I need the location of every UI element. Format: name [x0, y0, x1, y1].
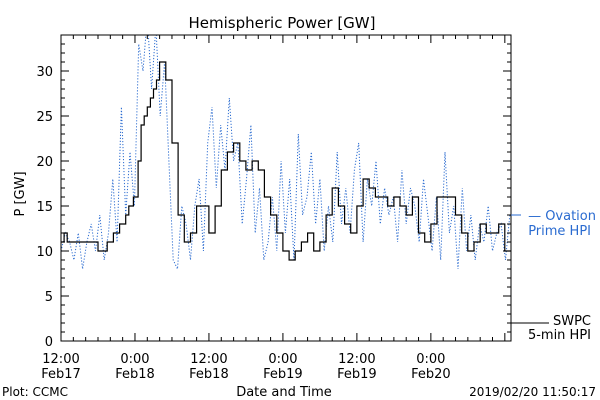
- footer-timestamp: 2019/02/20 11:50:17: [469, 385, 596, 399]
- y-tick-label: 30: [36, 65, 53, 80]
- x-tick-label-date: Feb19: [337, 367, 377, 382]
- swpc-legend-label: 5-min HPI: [528, 328, 591, 343]
- plot-frame: [60, 34, 512, 342]
- y-tick-label: 0: [45, 335, 53, 350]
- x-tick-label-time: 12:00: [42, 352, 79, 367]
- y-axis-label: P [GW]: [13, 171, 28, 216]
- x-tick-label-time: 12:00: [190, 352, 227, 367]
- x-tick-label-date: Feb19: [263, 367, 303, 382]
- x-tick-label-time: 12:00: [338, 352, 375, 367]
- x-tick-label-date: Feb18: [189, 367, 229, 382]
- axes-layer: 05101520253012:00Feb170:00Feb1812:00Feb1…: [36, 34, 511, 382]
- y-tick-label: 5: [45, 290, 53, 305]
- x-tick-label-time: 0:00: [268, 352, 297, 367]
- series-line-0: [61, 35, 511, 271]
- x-axis-label: Date and Time: [236, 385, 332, 400]
- chart-title: Hemispheric Power [GW]: [189, 14, 376, 32]
- y-tick-label: 25: [36, 110, 53, 125]
- y-tick-label: 10: [36, 245, 53, 260]
- y-tick-label: 20: [36, 155, 53, 170]
- ovation-legend-label: Prime HPI: [528, 224, 591, 239]
- x-tick-label-date: Feb18: [115, 367, 155, 382]
- x-tick-label-date: Feb20: [411, 367, 451, 382]
- x-tick-label-time: 0:00: [416, 352, 445, 367]
- footer-plot-credit: Plot: CCMC: [2, 385, 68, 399]
- swpc-legend-label: SWPC: [553, 314, 591, 329]
- series-line-1: [61, 61, 511, 261]
- series-layer: [61, 35, 511, 271]
- x-tick-label-time: 0:00: [120, 352, 149, 367]
- x-tick-label-date: Feb17: [41, 367, 81, 382]
- ovation-legend-label: — Ovation: [528, 209, 596, 224]
- y-tick-label: 15: [36, 200, 53, 215]
